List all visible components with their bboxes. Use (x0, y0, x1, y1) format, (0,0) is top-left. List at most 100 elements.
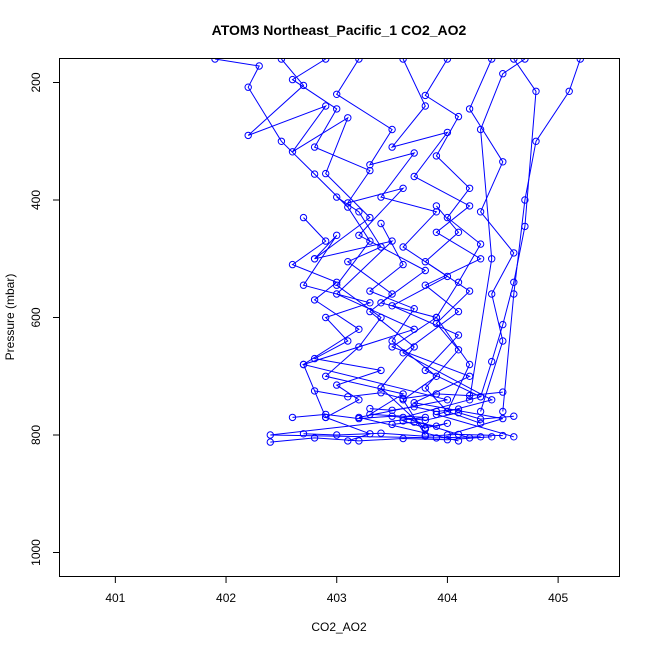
profile-series (388, 417, 452, 432)
data-point (488, 255, 496, 263)
profile-series (244, 59, 463, 445)
profile-series (310, 387, 507, 403)
data-point (443, 213, 452, 222)
data-point (443, 407, 452, 416)
data-point (488, 433, 496, 441)
series-line (502, 59, 581, 412)
plot-frame (59, 58, 620, 577)
series-line (469, 59, 526, 400)
series-line (291, 217, 360, 418)
data-point (410, 343, 418, 351)
data-point (366, 404, 374, 413)
data-point (310, 170, 319, 178)
data-point (310, 387, 319, 395)
data-point (322, 313, 330, 322)
profile-series (299, 429, 507, 440)
data-point (421, 91, 429, 100)
data-point (532, 137, 540, 146)
data-point (377, 243, 385, 251)
data-point (399, 243, 407, 251)
data-point (310, 296, 319, 304)
data-point (510, 290, 518, 298)
x-tick-label: 401 (105, 591, 125, 605)
data-point (344, 258, 352, 266)
data-point (377, 429, 385, 437)
data-point (476, 208, 485, 216)
data-point (388, 125, 396, 134)
data-point (333, 290, 341, 298)
data-point (355, 231, 363, 240)
data-point (366, 307, 374, 316)
chart-title: ATOM3 Northeast_Pacific_1 CO2_AO2 (212, 22, 467, 38)
data-point (476, 419, 485, 427)
y-tick-label: 1000 (29, 539, 43, 566)
data-point (499, 407, 507, 416)
data-point (510, 59, 518, 63)
data-point (310, 255, 319, 263)
data-point (476, 255, 485, 263)
data-point (443, 396, 452, 404)
data-point (377, 219, 385, 228)
data-point (288, 148, 297, 156)
data-point (410, 403, 418, 411)
y-axis: 200 400 600 800 1000 (29, 72, 60, 566)
data-point (432, 434, 441, 442)
data-point (410, 172, 418, 181)
data-point (488, 396, 496, 404)
data-point (443, 419, 452, 427)
series-line (270, 436, 492, 443)
data-point (310, 143, 319, 151)
data-point (288, 75, 297, 84)
y-tick-label: 800 (29, 425, 43, 445)
profile-series (465, 59, 529, 404)
data-point (388, 143, 396, 151)
data-point (377, 389, 385, 397)
x-tick-label: 402 (216, 591, 236, 605)
data-point (565, 87, 573, 96)
series-line (314, 390, 503, 400)
data-point (410, 418, 418, 426)
y-axis-label: Pressure (mbar) (3, 274, 17, 361)
data-point (288, 260, 297, 269)
data-point (510, 249, 518, 257)
series-line (336, 196, 426, 430)
series-line (390, 59, 514, 438)
data-point (454, 430, 463, 439)
data-point (499, 70, 507, 78)
data-point (465, 202, 474, 210)
data-point (521, 59, 529, 63)
profile-series (211, 59, 485, 442)
data-point (355, 414, 363, 423)
data-point (344, 114, 352, 122)
data-point (510, 278, 518, 286)
data-point (322, 237, 330, 245)
data-point (454, 228, 463, 237)
data-point (355, 396, 363, 404)
series-line (480, 59, 537, 397)
data-point (521, 196, 529, 204)
data-point (377, 384, 385, 392)
data-point (399, 184, 407, 193)
data-point (333, 381, 341, 389)
data-point (421, 281, 429, 289)
profile-series (288, 59, 507, 439)
data-point (366, 166, 374, 175)
data-point (299, 430, 308, 438)
data-point (443, 436, 452, 444)
data-point (299, 81, 308, 90)
data-point (488, 59, 496, 63)
series-line (292, 412, 514, 421)
series-line (424, 59, 482, 424)
data-point (322, 372, 330, 380)
data-point (277, 59, 286, 63)
data-point (366, 287, 374, 295)
data-point (333, 90, 341, 99)
data-point (421, 102, 429, 110)
data-point (576, 59, 584, 63)
data-point (432, 372, 441, 380)
data-point (344, 393, 352, 401)
profile-series (366, 403, 463, 416)
data-point (355, 325, 363, 333)
series-line (368, 223, 438, 436)
